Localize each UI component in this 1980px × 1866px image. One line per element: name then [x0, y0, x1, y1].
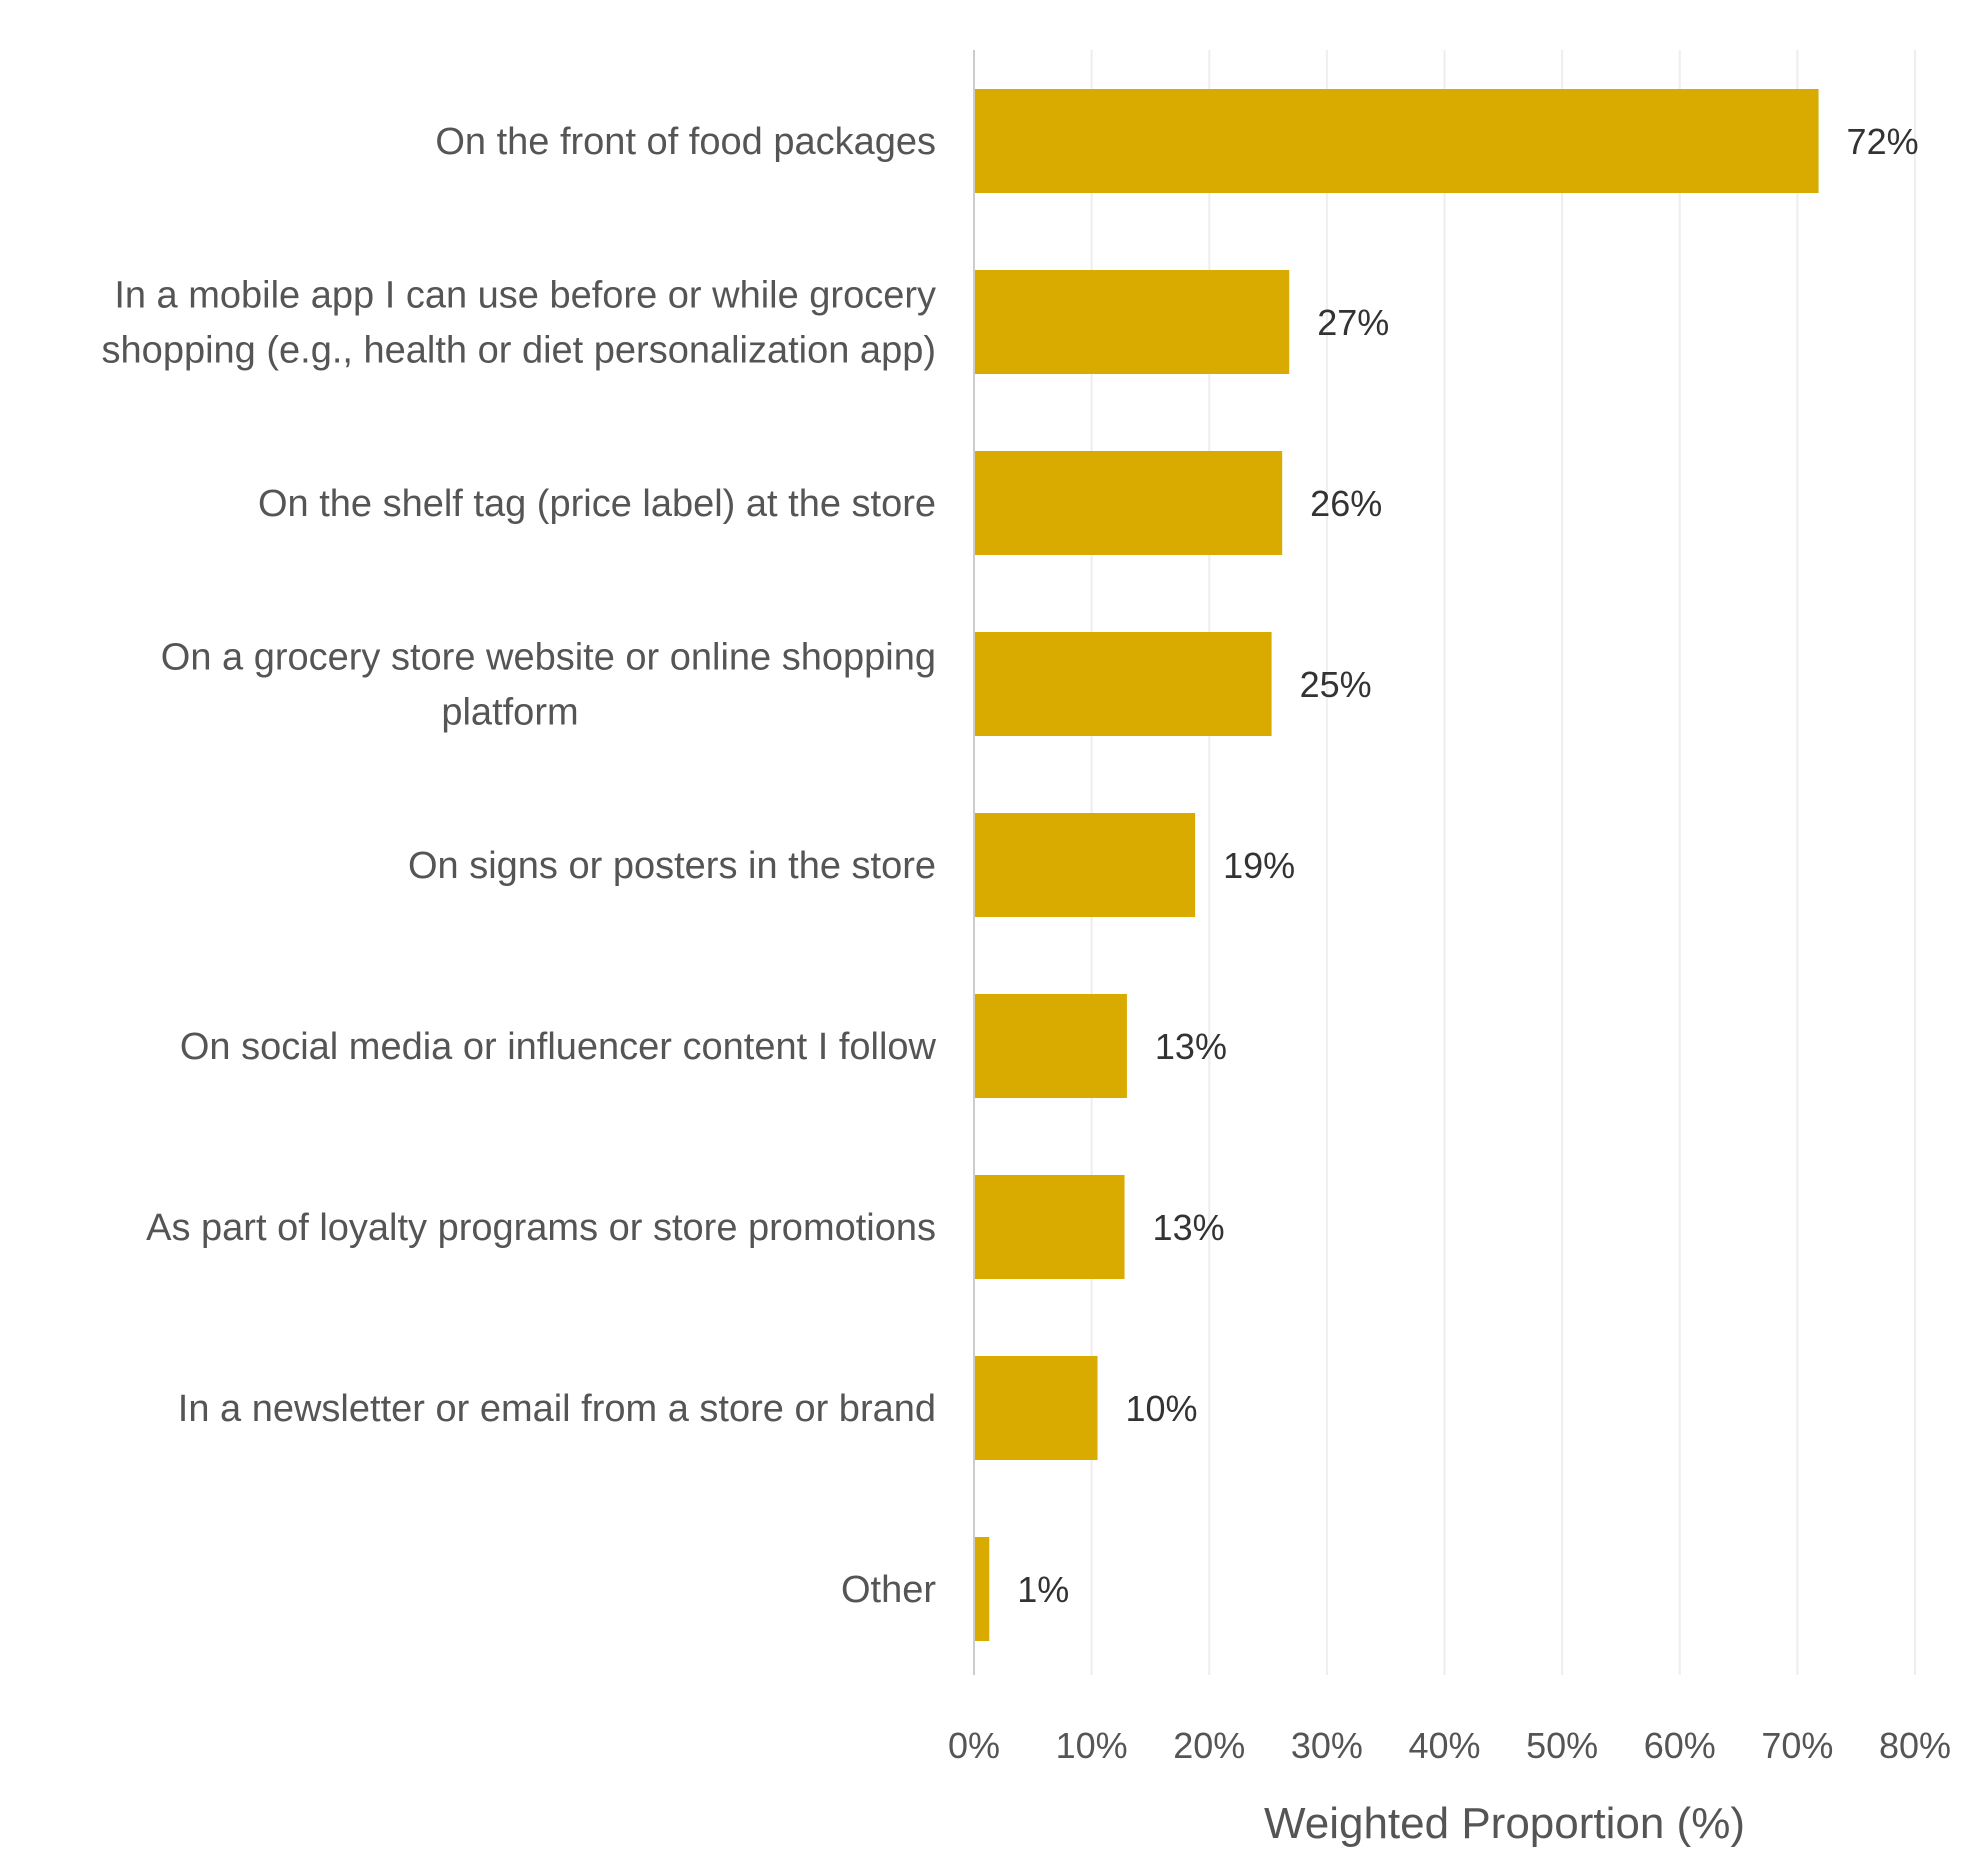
x-tick-label: 20% — [1173, 1725, 1245, 1766]
x-tick-labels: 0% 10% 20% 30% 40% 50% 60% 70% 80% — [948, 1725, 1951, 1766]
bar — [975, 451, 1283, 555]
x-tick-label: 60% — [1644, 1725, 1716, 1766]
bar — [975, 1175, 1125, 1279]
value-label: 72% — [1847, 121, 1919, 162]
bar — [975, 994, 1127, 1098]
category-label: On a grocery store website or online sho… — [161, 637, 936, 734]
bar — [975, 813, 1196, 917]
x-tick-label: 10% — [1056, 1725, 1128, 1766]
bar — [975, 1537, 990, 1641]
value-label: 25% — [1300, 664, 1372, 705]
category-label: On the shelf tag (price label) at the st… — [258, 483, 936, 525]
value-labels: 72% 27% 26% 25% 19% 13% 13% 10% 1% — [1017, 121, 1918, 1610]
bars — [975, 89, 1819, 1641]
bar — [975, 89, 1819, 193]
category-label: On the front of food packages — [435, 121, 936, 163]
x-axis-title: Weighted Proportion (%) — [1264, 1799, 1745, 1848]
value-label: 19% — [1223, 845, 1295, 886]
x-tick-label: 70% — [1761, 1725, 1833, 1766]
category-label: In a newsletter or email from a store or… — [178, 1388, 936, 1430]
bar — [975, 270, 1290, 374]
x-tick-label: 30% — [1291, 1725, 1363, 1766]
value-label: 27% — [1317, 302, 1389, 343]
value-label: 10% — [1126, 1388, 1198, 1429]
value-label: 13% — [1155, 1026, 1227, 1067]
category-label: On social media or influencer content I … — [180, 1026, 937, 1068]
x-tick-label: 80% — [1879, 1725, 1951, 1766]
category-label: In a mobile app I can use before or whil… — [102, 275, 936, 372]
value-label: 13% — [1153, 1207, 1225, 1248]
value-label: 26% — [1310, 483, 1382, 524]
x-tick-label: 0% — [948, 1725, 1000, 1766]
category-label: On signs or posters in the store — [408, 845, 936, 887]
category-labels: On the front of food packages In a mobile… — [102, 121, 937, 1611]
category-label-line: In a mobile app I can use before or whil… — [114, 275, 936, 317]
value-label: 1% — [1017, 1569, 1069, 1610]
category-label: Other — [841, 1569, 936, 1611]
x-tick-label: 40% — [1408, 1725, 1480, 1766]
category-label-line: shopping (e.g., health or diet personali… — [102, 330, 936, 372]
x-tick-label: 50% — [1526, 1725, 1598, 1766]
category-label: As part of loyalty programs or store pro… — [146, 1207, 936, 1249]
category-label-line: platform — [441, 692, 578, 734]
bar — [975, 1356, 1098, 1460]
category-label-line: On a grocery store website or online sho… — [161, 637, 936, 679]
bar — [975, 632, 1272, 736]
